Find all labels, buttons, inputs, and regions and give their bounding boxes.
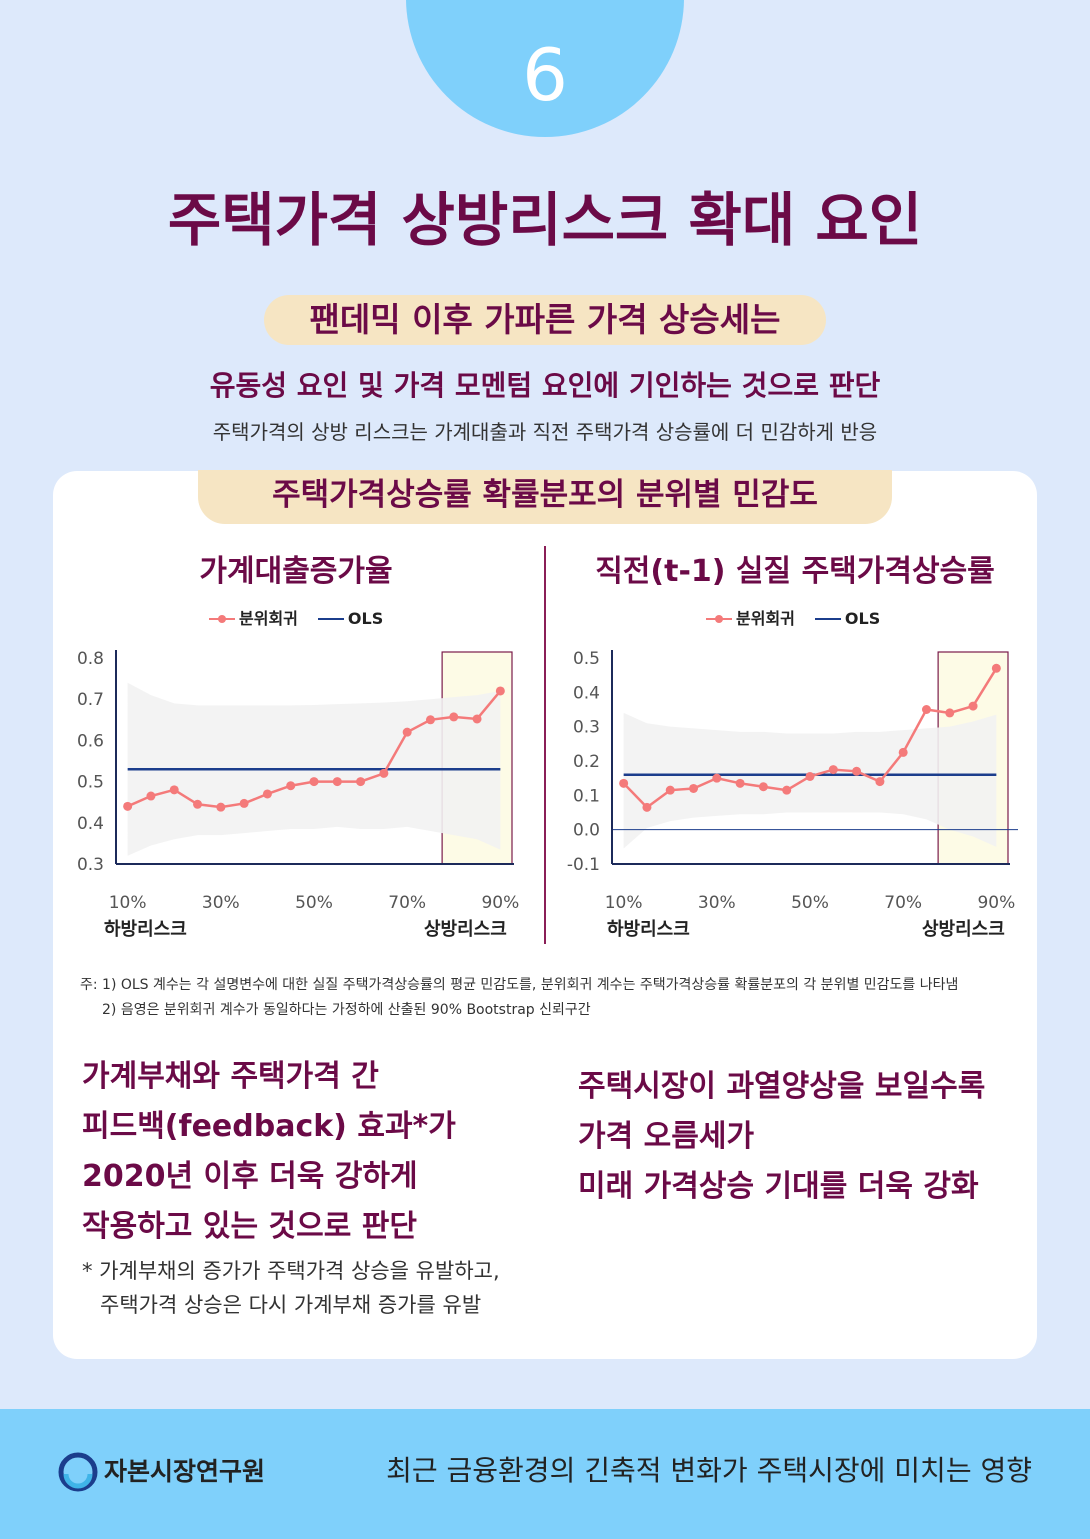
quantile-point — [449, 712, 459, 722]
quantile-point — [309, 777, 319, 787]
left-conclusion-2: 피드백(feedback) 효과*가 — [82, 1109, 456, 1144]
quantile-point — [286, 781, 296, 791]
x-right-label-left: 상방리스크 — [424, 919, 507, 940]
quantile-point — [945, 708, 955, 718]
left-conclusion-1: 가계부채와 주택가격 간 — [82, 1059, 379, 1094]
quantile-point — [146, 791, 156, 801]
y-tick-label: 0.4 — [573, 683, 600, 703]
y-tick-label: 0.7 — [77, 690, 104, 710]
quantile-point — [472, 714, 482, 724]
left-conclusion-3: 2020년 이후 더욱 강하게 — [82, 1159, 418, 1194]
y-tick-label: 0.1 — [573, 786, 600, 806]
legend-ols-label: OLS — [844, 609, 881, 628]
legend-quantile-swatch — [706, 614, 732, 624]
x-tick-label: 50% — [791, 893, 829, 913]
legend-quantile-label: 분위회귀 — [239, 609, 298, 628]
quantile-point — [758, 782, 768, 792]
y-tick-label: 0.5 — [573, 649, 600, 669]
footer-bar — [0, 1409, 1090, 1539]
page-title: 주택가격 상방리스크 확대 요인 — [167, 186, 923, 254]
quantile-point — [332, 777, 342, 787]
right-conclusion-2: 가격 오름세가 — [578, 1119, 755, 1154]
quantile-point — [193, 799, 203, 809]
chart-title-right: 직전(t-1) 실질 주택가격상승률 — [595, 554, 995, 589]
x-right-label-right: 상방리스크 — [922, 919, 1005, 940]
y-tick-label: 0.5 — [77, 773, 104, 793]
x-tick-label: 50% — [295, 893, 333, 913]
quantile-point — [425, 715, 435, 725]
y-tick-label: 0.4 — [77, 814, 104, 834]
legend-right: 분위회귀 OLS — [706, 609, 880, 629]
quantile-point — [921, 705, 931, 714]
quantile-point — [665, 785, 675, 795]
y-tick-label: 0.6 — [77, 731, 104, 751]
card-title: 주택가격상승률 확률분포의 분위별 민감도 — [198, 470, 892, 524]
lead-text: 유동성 요인 및 가격 모멘텀 요인에 기인하는 것으로 판단 — [209, 369, 881, 402]
quantile-point — [991, 663, 1001, 673]
quantile-point — [495, 686, 505, 696]
y-tick-label: 0.3 — [77, 855, 104, 875]
x-tick-label: 70% — [884, 893, 922, 913]
footnote-line-2: 주택가격 상승은 다시 가계부채 증가를 유발 — [100, 1293, 482, 1317]
footer-report-title: 최근 금융환경의 긴축적 변화가 주택시장에 미치는 영향 — [386, 1454, 1032, 1487]
quantile-point — [689, 783, 699, 793]
right-conclusion-1: 주택시장이 과열양상을 보일수록 — [578, 1069, 986, 1104]
x-tick-label: 10% — [109, 893, 147, 913]
legend-quantile-swatch — [209, 614, 235, 624]
quantile-point — [828, 765, 838, 775]
quantile-point — [356, 777, 366, 787]
quantile-point — [402, 727, 412, 737]
legend-ols-swatch — [814, 618, 841, 620]
right-conclusion-3: 미래 가격상승 기대를 더욱 강화 — [578, 1169, 979, 1204]
quantile-point — [898, 747, 908, 757]
quantile-point — [642, 802, 652, 812]
x-left-label-left: 하방리스크 — [104, 919, 187, 940]
legend-ols-swatch — [317, 618, 344, 620]
note-2: 2) 음영은 분위회귀 계수가 동일하다는 가정하에 산출된 90% Boots… — [102, 1002, 591, 1018]
quantile-point — [239, 798, 249, 808]
kcmi-logo-icon — [58, 1452, 98, 1492]
quantile-point — [968, 701, 978, 711]
quantile-point — [169, 785, 179, 795]
chart-title-left: 가계대출증가율 — [199, 554, 393, 589]
quantile-point — [123, 801, 133, 811]
y-tick-label: 0.8 — [77, 649, 104, 669]
legend-left: 분위회귀 OLS — [209, 609, 383, 629]
y-tick-label: 0.0 — [573, 821, 600, 841]
legend-quantile-label: 분위회귀 — [736, 609, 795, 628]
chart-left: 0.8 0.7 0.6 0.5 0.4 0.310% 30% 50% 70% 90% — [77, 649, 519, 913]
x-tick-label: 70% — [388, 893, 426, 913]
y-tick-label: 0.3 — [573, 718, 600, 738]
quantile-point — [216, 802, 226, 812]
chart-divider — [544, 546, 546, 944]
x-tick-label: 90% — [977, 893, 1015, 913]
note-1: 주: 1) OLS 계수는 각 설명변수에 대한 실질 주택가격상승률의 평균 … — [80, 977, 959, 993]
quantile-point — [805, 771, 815, 781]
quantile-point — [782, 785, 792, 795]
sublead-text: 주택가격의 상방 리스크는 가계대출과 직전 주택가격 상승률에 더 민감하게 … — [212, 420, 878, 444]
quantile-point — [379, 768, 389, 778]
footnote: * 가계부채의 증가가 주택가격 상승을 유발하고, 주택가격 상승은 다시 가… — [82, 1254, 500, 1322]
footer-org-name: 자본시장연구원 — [104, 1457, 266, 1486]
y-tick-label: 0.2 — [573, 752, 600, 772]
x-left-label-right: 하방리스크 — [607, 919, 690, 940]
x-tick-label: 30% — [698, 893, 736, 913]
x-tick-label: 10% — [605, 893, 643, 913]
page-number: 6 — [522, 33, 568, 117]
x-tick-label: 90% — [481, 893, 519, 913]
subtitle-pill: 팬데믹 이후 가파른 가격 상승세는 — [264, 295, 826, 345]
chart-right: 0.5 0.4 0.3 0.2 0.1 0.0 -0.110% 30% 50% 70% 90% — [567, 649, 1018, 913]
y-tick-label: -0.1 — [567, 855, 600, 875]
quantile-point — [262, 789, 272, 799]
x-tick-label: 30% — [202, 893, 240, 913]
quantile-point — [875, 777, 885, 787]
footnote-line-1: * 가계부채의 증가가 주택가격 상승을 유발하고, — [82, 1259, 500, 1283]
quantile-point — [619, 778, 629, 788]
left-conclusion-4: 작용하고 있는 것으로 판단 — [82, 1209, 417, 1244]
quantile-point — [735, 778, 745, 788]
quantile-point — [712, 773, 722, 783]
quantile-point — [852, 766, 862, 776]
legend-ols-label: OLS — [347, 609, 384, 628]
